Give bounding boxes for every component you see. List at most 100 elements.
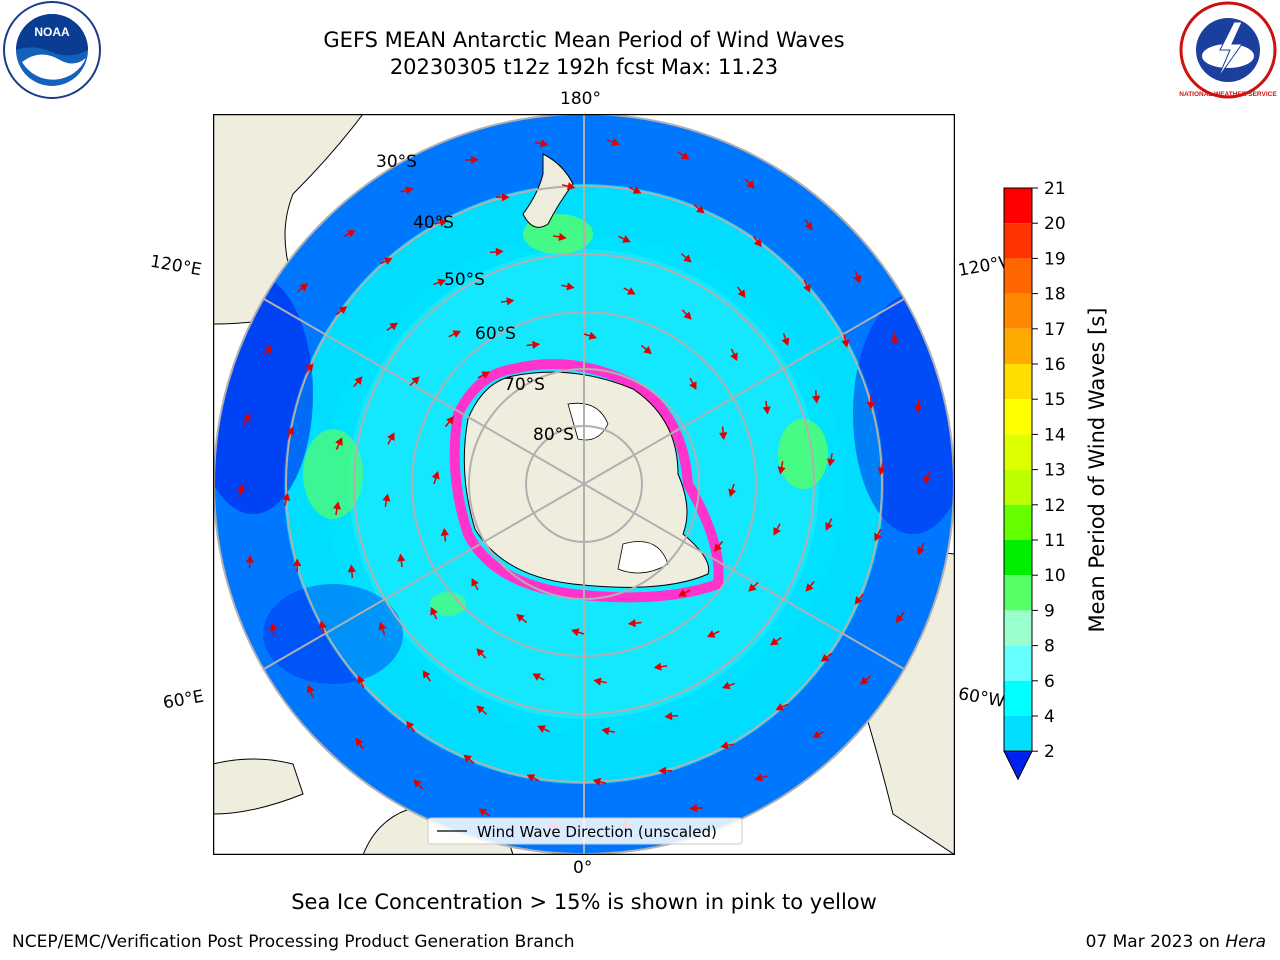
colorbar-segment [1004, 610, 1032, 646]
wind-wave-arrowhead [706, 630, 716, 638]
colorbar-extend-min [1003, 750, 1033, 781]
colorbar-segment [1004, 540, 1032, 576]
wind-wave-arrowhead [820, 653, 830, 662]
footer-date: 07 Mar 2023 on [1085, 932, 1226, 952]
wind-wave-arrowhead [566, 282, 575, 291]
nws-logo: NATIONAL WEATHER SERVICE [1179, 1, 1277, 99]
wind-wave-arrowhead [269, 622, 278, 631]
wind-wave-arrowhead [430, 606, 438, 616]
legend-label: Wind Wave Direction (unscaled) [477, 823, 717, 841]
colorbar-tick-label: 6 [1044, 672, 1055, 692]
wind-wave-arrowhead [728, 488, 737, 497]
lat-label-30s: 30°S [376, 152, 417, 172]
colorbar-tick-label: 2 [1044, 742, 1055, 762]
wind-wave-arrowhead [406, 720, 415, 730]
footer-right: 07 Mar 2023 on Hera [1086, 932, 1266, 952]
wind-wave-arrowhead [286, 426, 294, 436]
wind-wave-arrowhead [812, 395, 821, 404]
wind-wave-arrowhead [762, 406, 771, 415]
wind-wave-arrowhead [753, 238, 762, 248]
wind-wave-arrowhead [413, 779, 422, 788]
wind-wave-arrowhead [664, 712, 673, 721]
wind-wave-arrowhead [526, 774, 536, 782]
wind-wave-arrowhead [354, 376, 363, 385]
wind-wave-arrowhead [689, 381, 697, 390]
wind-wave-arrowhead [437, 278, 447, 287]
wind-wave-arrowhead [558, 232, 567, 242]
wind-wave-arrowhead [411, 376, 420, 385]
wind-wave-arrowhead [243, 412, 251, 422]
wind-wave-arrowhead [643, 346, 652, 355]
wind-wave-arrowhead [746, 180, 755, 189]
wind-wave-arrowhead [571, 628, 580, 637]
noaa-logo-text: NOAA [34, 25, 70, 39]
colorbar-segment [1004, 575, 1032, 611]
wind-wave-arrowhead [593, 677, 602, 686]
wind-wave-arrowhead [678, 589, 687, 597]
colorbar-segment [1004, 188, 1032, 224]
wind-wave-arrowhead [658, 766, 666, 775]
colorbar-tick-label: 16 [1044, 355, 1066, 375]
wind-wave-arrowhead [347, 564, 356, 573]
wind-wave-arrowhead [804, 221, 813, 231]
wind-wave-arrowhead [566, 182, 576, 191]
lon-label-top: 180° [560, 89, 601, 109]
wind-wave-arrowhead [853, 274, 862, 284]
wind-wave-arrowhead [516, 613, 525, 622]
lat-label-40s: 40°S [413, 213, 454, 233]
wind-wave-arrowhead [588, 331, 597, 340]
colorbar-segment [1004, 680, 1032, 716]
noaa-logo: NOAA [3, 1, 101, 99]
colorbar-tick-label: 17 [1044, 320, 1066, 340]
wind-wave-arrowhead [306, 684, 315, 694]
wind-wave-arrowhead [245, 554, 254, 563]
wind-wave-arrowhead [405, 186, 414, 195]
lat-label-60s: 60°S [475, 324, 516, 344]
wind-wave-arrowhead [683, 254, 692, 263]
lat-label-70s: 70°S [504, 375, 545, 395]
wind-wave-arrowhead [719, 432, 728, 441]
colorbar-segment [1004, 258, 1032, 294]
wind-wave-arrowhead [914, 405, 923, 414]
wind-wave-arrowhead [397, 553, 406, 562]
wind-wave-arrowhead [347, 230, 356, 238]
wind-wave-arrowhead [293, 558, 302, 566]
colorbar-tick-label: 19 [1044, 249, 1066, 269]
wind-wave-arrowhead [332, 501, 342, 510]
colorbar-tick-label: 15 [1044, 390, 1066, 410]
lat-label-80s: 80°S [533, 425, 574, 445]
wind-wave-arrowhead [335, 437, 343, 446]
sea-ice-ring [449, 359, 724, 603]
land-new-zealand [522, 153, 574, 228]
wind-wave-arrowhead [470, 155, 479, 164]
wind-wave-arrowhead [299, 283, 308, 292]
wind-wave-arrowhead [446, 416, 455, 425]
wind-wave-arrowhead [463, 754, 472, 763]
colorbar-segment [1004, 293, 1032, 329]
wind-wave-arrowhead [305, 363, 314, 372]
colorbar-segment [1004, 469, 1032, 505]
wind-wave-arrowhead [803, 283, 811, 293]
wind-wave-arrowhead [481, 371, 490, 379]
colorbar-segment [1004, 645, 1032, 681]
wind-wave-arrowhead [264, 345, 273, 354]
wind-wave-arrowhead [777, 466, 786, 475]
chart-subtitle: 20230305 t12z 192h fcst Max: 11.23 [389, 55, 779, 79]
wind-wave-arrowhead [506, 297, 515, 306]
wind-wave-arrowhead [378, 621, 387, 631]
wind-wave-arrowhead [476, 705, 485, 714]
wind-wave-arrowhead [826, 458, 836, 467]
wind-wave-arrowhead [532, 673, 541, 681]
wind-wave-arrowhead [737, 289, 746, 298]
lon-label-upper-left: 120°E [148, 251, 204, 281]
lon-label-bottom: 0° [573, 858, 593, 878]
wind-wave-arrowhead [355, 737, 364, 747]
wind-wave-arrowhead [713, 543, 722, 552]
wind-wave-arrowhead [236, 483, 245, 493]
wind-wave-arrowhead [841, 339, 850, 348]
wind-wave-arrowhead [866, 402, 875, 410]
colorbar-tick-label: 12 [1044, 496, 1066, 516]
wind-wave-arrows [236, 138, 932, 830]
wind-wave-arrowhead [805, 583, 814, 592]
wind-wave-arrowhead [860, 676, 869, 685]
